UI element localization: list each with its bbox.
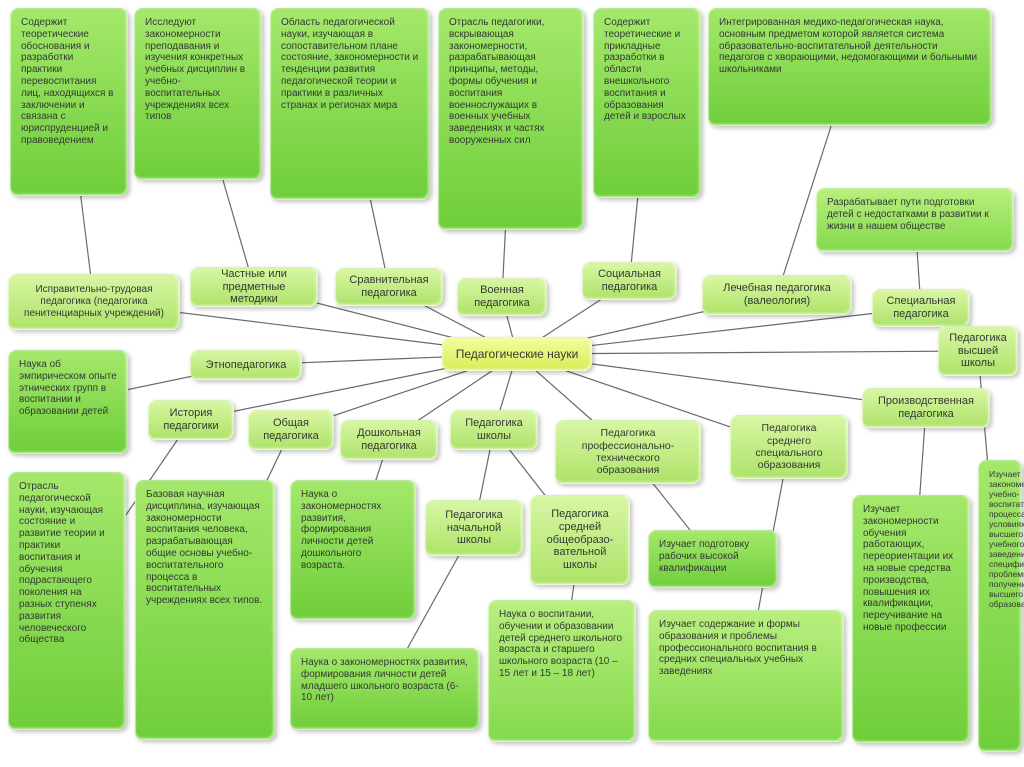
node-d14: Изучает подготовку рабочих высокой квали… <box>648 530 778 588</box>
node-b16: Производственная педагогика <box>862 388 990 428</box>
node-d5: Содержит теоретические и прикладные разр… <box>593 8 701 198</box>
node-b1: Исправительно-трудовая педагогика (педаг… <box>8 274 180 330</box>
node-b3: Сравнительная педагогика <box>335 268 443 306</box>
mindmap-canvas: Педагогические науки Исправительно-трудов… <box>0 0 1024 767</box>
node-d8: Изучает закономерности учебно-воспитател… <box>978 460 1022 752</box>
node-d16: Изучает закономерности обучения работающ… <box>852 495 970 743</box>
node-d13b2: Наука о воспитании, обучении и образован… <box>488 600 636 742</box>
node-d3: Область педагогической науки, изучающая … <box>270 8 430 200</box>
node-c: Педагогические науки <box>442 337 592 371</box>
node-d10: Отрасль педагогической науки, изучающая … <box>8 472 126 730</box>
node-b6: Лечебная педагогика (валеология) <box>702 275 852 315</box>
node-d11: Базовая научная дисциплина, изучающая за… <box>135 480 275 740</box>
node-d9: Наука об эмпирическом опыте этнических г… <box>8 350 128 454</box>
node-b11: Общая педагогика <box>248 410 334 450</box>
node-d15: Изучает содержание и формы образования и… <box>648 610 844 742</box>
node-d13a2: Наука о закономерностях развития, формир… <box>290 648 480 730</box>
node-b5: Социальная педагогика <box>582 262 677 300</box>
node-d4: Отрасль педагогики, вскрывающая закономе… <box>438 8 584 230</box>
node-d12: Наука о закономерностях развития, формир… <box>290 480 416 620</box>
node-b10: История педагогики <box>148 400 234 440</box>
node-b4: Военная педагогика <box>457 278 547 316</box>
node-b7: Специальная педагогика <box>872 289 970 327</box>
node-d7: Разрабатывает пути подготовки детей с не… <box>816 188 1014 252</box>
node-b12: Дошкольная педагогика <box>340 420 438 460</box>
node-d13a: Педагогика начальной школы <box>425 500 523 556</box>
node-b13: Педагогика школы <box>450 410 538 450</box>
node-b15: Педагогика среднего специального образов… <box>730 415 848 479</box>
node-d2: Исследуют закономерности преподавания и … <box>134 8 262 180</box>
node-d6: Интегрированная медико-педагогическая на… <box>708 8 992 126</box>
node-d1: Содержит теоретические обоснования и раз… <box>10 8 128 196</box>
node-b2: Частные или предметные методики <box>190 267 318 307</box>
node-d13b: Педагогика средней общеобразо-вательной … <box>530 495 630 585</box>
node-b9: Этнопедагогика <box>190 350 302 380</box>
node-b14: Педагогика профессионально-технического … <box>555 420 701 484</box>
node-b8: Педагогика высшей школы <box>938 326 1018 376</box>
